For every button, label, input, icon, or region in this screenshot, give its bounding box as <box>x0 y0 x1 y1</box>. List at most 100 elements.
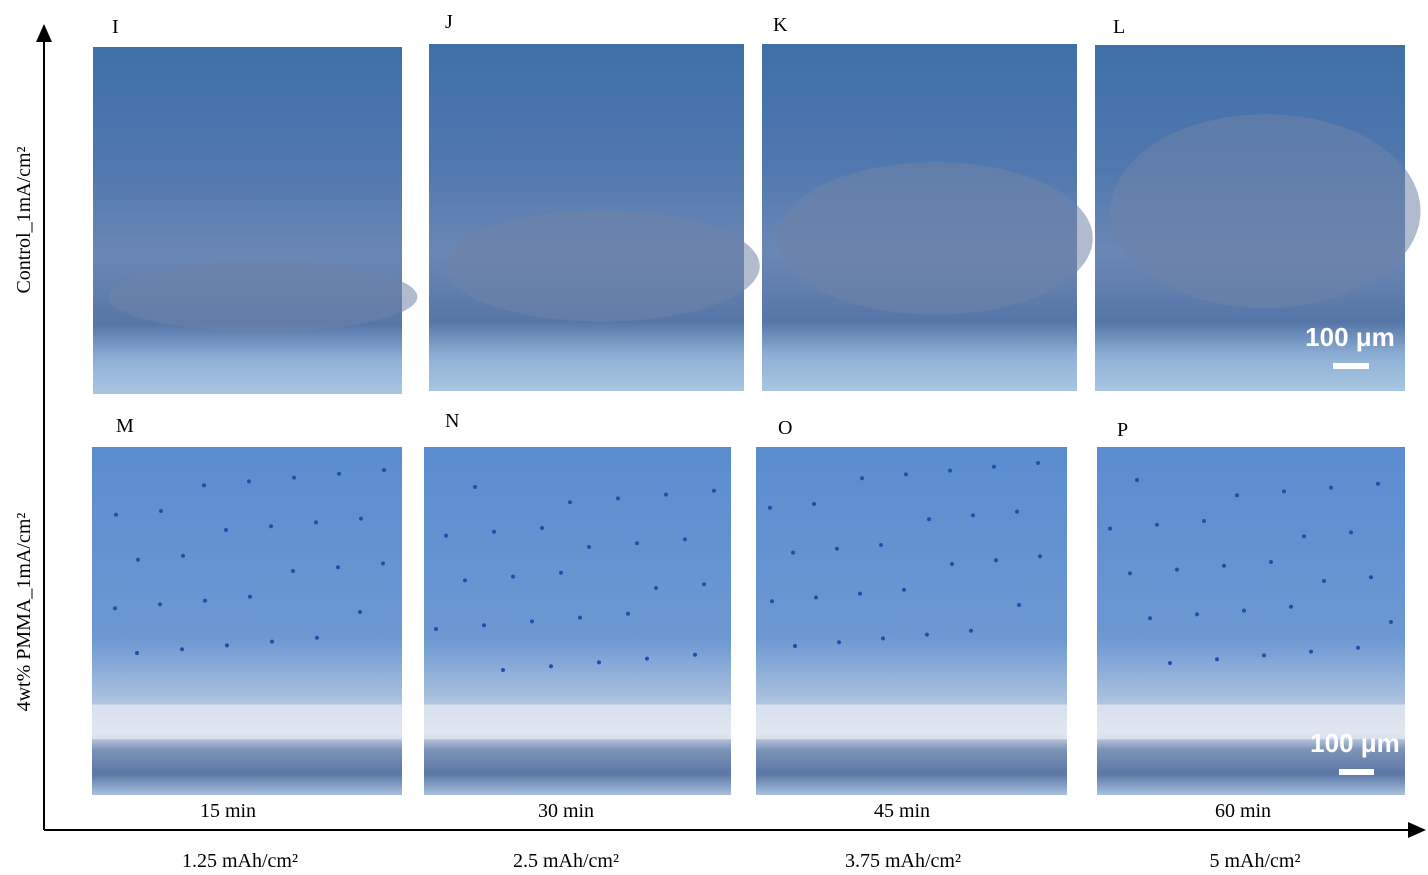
particle <box>181 554 185 558</box>
particle <box>482 623 486 627</box>
particle <box>770 599 774 603</box>
particle <box>904 472 908 476</box>
particle <box>1242 609 1246 613</box>
particle <box>950 562 954 566</box>
particle <box>835 547 839 551</box>
scale-bar <box>1333 363 1369 369</box>
particle <box>463 578 467 582</box>
particle <box>994 558 998 562</box>
particle <box>1329 486 1333 490</box>
particle <box>224 528 228 532</box>
particle <box>1128 571 1132 575</box>
time-label: 15 min <box>200 800 256 822</box>
scale-bar-label: 100 μm <box>1310 728 1400 758</box>
particle <box>511 575 515 579</box>
dendrite-region <box>778 162 1093 315</box>
particle <box>473 485 477 489</box>
particle <box>597 660 601 664</box>
particle <box>444 534 448 538</box>
particle <box>1282 489 1286 493</box>
particle <box>1215 657 1219 661</box>
capacity-label: 2.5 mAh/cm² <box>513 850 619 872</box>
particle <box>1017 603 1021 607</box>
particle <box>202 483 206 487</box>
particle <box>1289 605 1293 609</box>
particle <box>902 588 906 592</box>
micrograph <box>756 447 1067 795</box>
fiber-band <box>92 705 402 740</box>
particle <box>693 653 697 657</box>
particle <box>248 595 252 599</box>
particle <box>1262 653 1266 657</box>
particle <box>114 513 118 517</box>
dendrite-region <box>445 211 760 322</box>
particle <box>879 543 883 547</box>
particle <box>434 627 438 631</box>
particle <box>1322 579 1326 583</box>
particle <box>1269 560 1273 564</box>
micrograph <box>92 447 402 795</box>
particle <box>860 476 864 480</box>
particle <box>948 469 952 473</box>
particle <box>549 664 553 668</box>
particle <box>315 636 319 640</box>
particle <box>992 465 996 469</box>
particle <box>314 520 318 524</box>
panel-label: K <box>773 14 788 36</box>
particle <box>1108 527 1112 531</box>
capacity-label: 3.75 mAh/cm² <box>845 850 961 872</box>
particle <box>927 517 931 521</box>
capacity-label: 5 mAh/cm² <box>1210 850 1301 872</box>
particle <box>1148 616 1152 620</box>
particle <box>664 493 668 497</box>
particle <box>203 599 207 603</box>
particle <box>702 582 706 586</box>
particle <box>654 586 658 590</box>
particle <box>1222 564 1226 568</box>
particle <box>381 561 385 565</box>
particle <box>358 610 362 614</box>
row-label: Control_1mA/cm² <box>13 146 35 293</box>
particle <box>1015 510 1019 514</box>
particle <box>292 476 296 480</box>
particle <box>814 595 818 599</box>
particle <box>359 517 363 521</box>
particle <box>1038 554 1042 558</box>
particle <box>1235 493 1239 497</box>
particle <box>1135 478 1139 482</box>
particle <box>969 629 973 633</box>
particle <box>1369 575 1373 579</box>
particle <box>1376 482 1380 486</box>
particle <box>1302 534 1306 538</box>
particle <box>1175 568 1179 572</box>
panel-label: P <box>1117 419 1128 441</box>
row-label: 4wt% PMMA_1mA/cm² <box>13 513 35 712</box>
particle <box>837 640 841 644</box>
particle <box>337 472 341 476</box>
particle <box>336 565 340 569</box>
particle <box>858 592 862 596</box>
time-label: 60 min <box>1215 800 1271 822</box>
particle <box>530 619 534 623</box>
particle <box>568 500 572 504</box>
fiber-band <box>756 705 1067 740</box>
particle <box>1356 646 1360 650</box>
particle <box>1202 519 1206 523</box>
particle <box>158 602 162 606</box>
micrographs <box>92 44 1421 795</box>
panel-label: N <box>445 410 459 432</box>
particle <box>159 509 163 513</box>
particle <box>113 606 117 610</box>
particle <box>812 502 816 506</box>
particle <box>540 526 544 530</box>
particle <box>136 558 140 562</box>
figure: Control_1mA/cm² 4wt% PMMA_1mA/cm² 100 μm… <box>0 0 1428 875</box>
particle <box>382 468 386 472</box>
particle <box>616 496 620 500</box>
particle <box>881 636 885 640</box>
particle <box>1168 661 1172 665</box>
scale-bar-label: 100 μm <box>1305 322 1395 352</box>
time-label: 45 min <box>874 800 930 822</box>
particle <box>1036 461 1040 465</box>
dendrite-region <box>1111 114 1421 308</box>
